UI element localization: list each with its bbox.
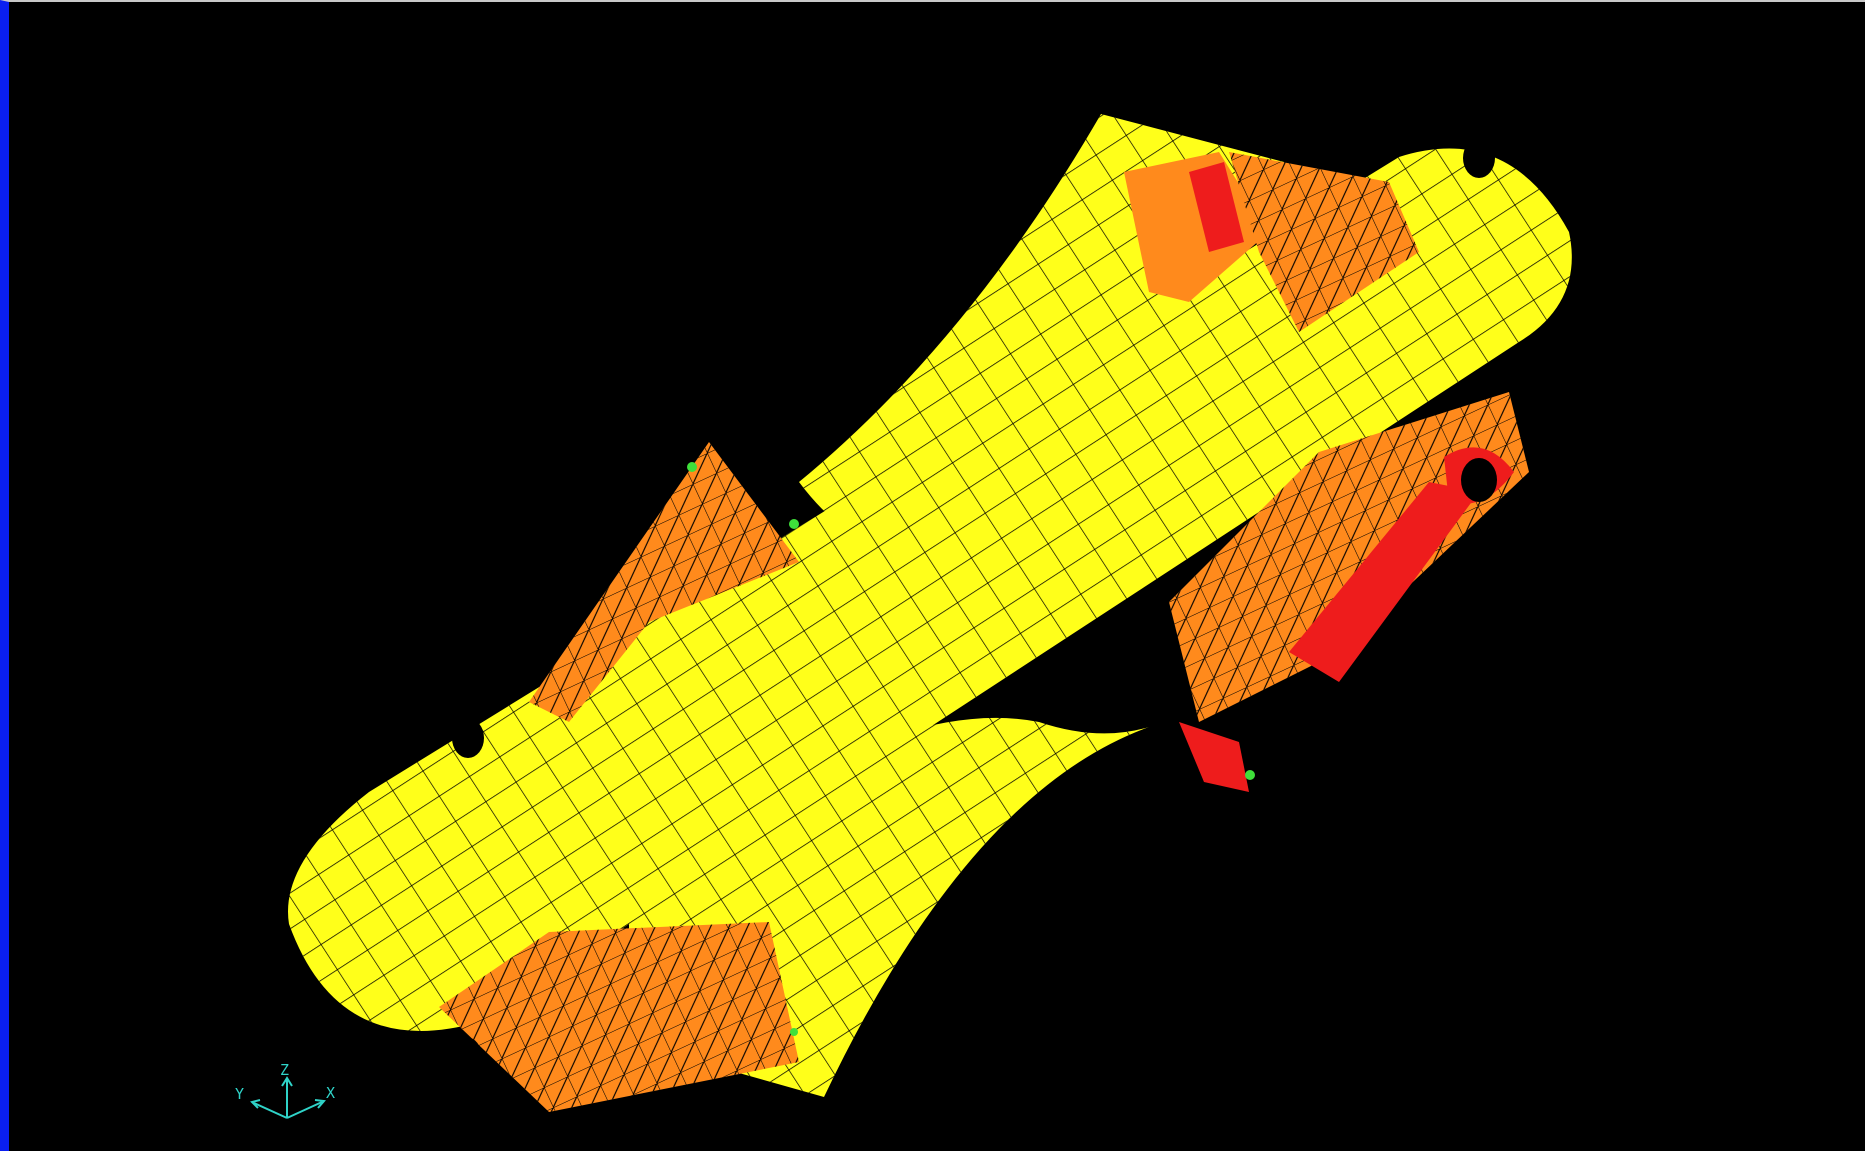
triad-x-label: X xyxy=(326,1084,335,1102)
main-tube-body xyxy=(288,148,1572,1031)
stress-contour-red xyxy=(1179,162,1514,792)
triad-y-label: Y xyxy=(235,1085,244,1103)
bolt-hole-right xyxy=(1461,458,1497,502)
bolt-hole-left xyxy=(452,718,484,758)
stress-contour-green-spots xyxy=(687,462,1255,1036)
coordinate-triad xyxy=(250,1076,326,1119)
fea-mesh-scene[interactable]: Z Y X xyxy=(9,2,1865,1151)
bolt-hole-top-right xyxy=(1463,138,1495,178)
bolt-hole-bottom-left xyxy=(450,1037,482,1077)
stress-contour-orange-left xyxy=(439,442,799,1112)
stress-contour-orange-right xyxy=(1124,152,1529,722)
bolt-holes xyxy=(450,138,1497,1077)
triad-z-label: Z xyxy=(280,1061,289,1079)
